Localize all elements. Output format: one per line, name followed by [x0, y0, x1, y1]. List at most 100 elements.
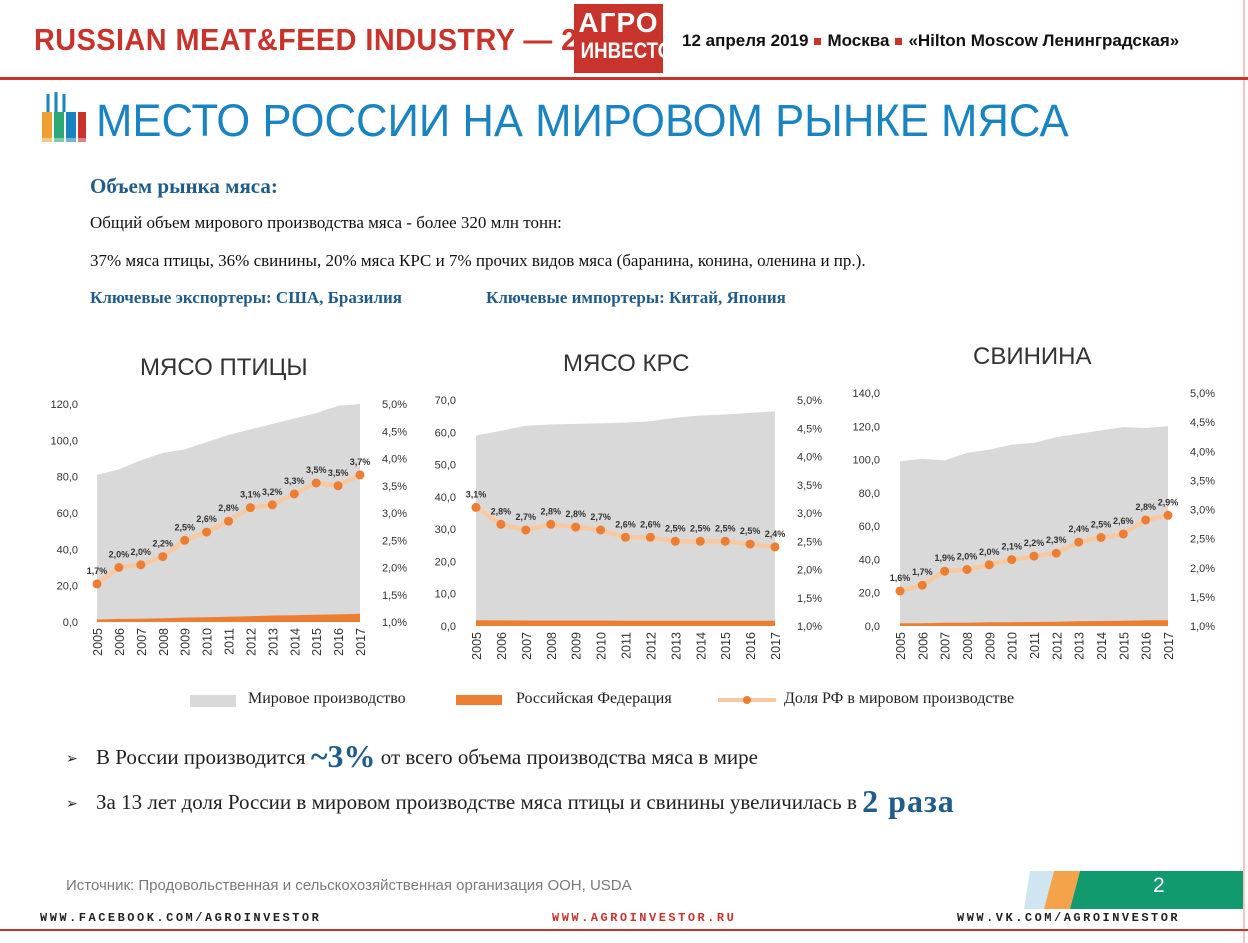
world-production-area — [97, 404, 360, 622]
side-decor-line — [1243, 0, 1245, 943]
x-axis-year-label: 2006 — [113, 628, 127, 656]
share-data-label: 2,6% — [640, 519, 661, 529]
left-axis-tick: 50,0 — [435, 460, 456, 472]
legend-russia-swatch — [456, 695, 502, 705]
x-axis-year-label: 2014 — [1095, 632, 1109, 660]
left-axis-tick: 40,0 — [57, 544, 78, 556]
russia-production-area — [476, 620, 775, 626]
footer-website-link[interactable]: WWW.AGROINVESTOR.RU — [552, 911, 737, 925]
x-axis-year-label: 2011 — [223, 628, 237, 655]
x-axis-year-label: 2013 — [266, 628, 280, 656]
event-title: RUSSIAN MEAT&FEED INDUSTRY — 2019 — [34, 22, 628, 57]
x-axis-year-label: 2007 — [135, 628, 149, 656]
x-axis-year-label: 2012 — [1050, 632, 1064, 660]
left-axis-tick: 0,0 — [865, 621, 880, 633]
share-data-label: 3,1% — [240, 490, 261, 500]
share-data-label: 1,7% — [912, 567, 933, 577]
x-axis-year-label: 2015 — [719, 632, 733, 660]
world-production-area — [476, 411, 775, 626]
bullet2-highlight: 2 раза — [862, 783, 955, 819]
header-divider — [0, 77, 1248, 80]
share-data-label: 2,0% — [957, 552, 978, 562]
event-venue: «Hilton Moscow Ленинградская» — [908, 31, 1180, 50]
share-data-label: 2,6% — [1113, 516, 1134, 526]
share-data-label: 2,8% — [565, 509, 586, 519]
left-axis-tick: 80,0 — [859, 488, 880, 500]
left-axis-tick: 60,0 — [859, 521, 880, 533]
x-axis-year-label: 2010 — [595, 632, 609, 660]
legend-russia-label: Российская Федерация — [516, 690, 672, 707]
share-data-label: 2,0% — [131, 547, 152, 557]
left-axis-tick: 120,0 — [50, 399, 78, 411]
page-title: МЕСТО РОССИИ НА МИРОВОМ РЫНКЕ МЯСА — [96, 95, 1069, 146]
share-data-label: 2,8% — [491, 506, 512, 516]
share-point — [745, 539, 755, 549]
share-data-label: 1,7% — [87, 566, 108, 576]
arrow-bullet-icon: ➢ — [66, 796, 78, 812]
right-axis-tick: 2,0% — [382, 563, 407, 575]
right-axis-tick: 4,5% — [1190, 417, 1215, 429]
share-data-label: 3,2% — [262, 487, 283, 497]
x-axis-year-label: 2006 — [495, 632, 509, 660]
share-data-label: 2,7% — [590, 512, 611, 522]
section-subheading: Объем рынка мяса: — [90, 174, 278, 198]
share-point — [224, 516, 233, 526]
share-data-label: 2,5% — [1091, 520, 1112, 530]
event-city: Москва — [827, 31, 890, 50]
right-axis-tick: 1,0% — [1190, 621, 1215, 633]
share-point — [695, 536, 705, 546]
x-axis-year-label: 2011 — [620, 632, 634, 659]
share-point — [245, 503, 255, 513]
share-data-label: 2,6% — [196, 514, 217, 524]
left-axis-tick: 60,0 — [435, 427, 456, 439]
right-axis-tick: 3,0% — [797, 508, 822, 520]
share-data-label: 2,1% — [1001, 542, 1022, 552]
x-axis-year-label: 2015 — [1117, 632, 1131, 660]
x-axis-year-label: 2016 — [744, 632, 758, 660]
share-data-label: 2,0% — [979, 547, 1000, 557]
x-axis-year-label: 2005 — [894, 632, 908, 660]
x-axis-year-label: 2013 — [1073, 632, 1087, 660]
chart-legend: Мировое производство Российская Федераци… — [190, 690, 1090, 712]
bullet-share: ➢ В России производится ~3% от всего объе… — [66, 738, 758, 775]
x-axis-year-label: 2008 — [961, 632, 975, 660]
footer-facebook-link[interactable]: WWW.FACEBOOK.COM/AGROINVESTOR — [40, 911, 322, 925]
legend-world-label: Мировое производство — [248, 690, 406, 707]
right-axis-tick: 1,0% — [797, 621, 822, 633]
share-point — [521, 525, 531, 535]
left-axis-tick: 100,0 — [852, 455, 880, 467]
share-data-label: 2,6% — [615, 519, 636, 529]
share-point — [546, 519, 556, 529]
right-axis-tick: 5,0% — [382, 399, 407, 411]
share-data-label: 2,8% — [1135, 502, 1156, 512]
right-axis-tick: 2,5% — [797, 536, 822, 548]
x-axis-year-label: 2006 — [916, 632, 930, 660]
share-point — [471, 502, 481, 512]
russia-production-area — [900, 620, 1168, 626]
key-exporters: Ключевые экспортеры: США, Бразилия — [90, 288, 402, 307]
x-axis-year-label: 2017 — [769, 632, 783, 660]
intro-line-total: Общий объем мирового производства мяса -… — [90, 213, 562, 232]
share-point — [355, 470, 365, 480]
x-axis-year-label: 2012 — [244, 628, 258, 656]
share-point — [1007, 555, 1017, 565]
footer-vk-link[interactable]: WWW.VK.COM/AGROINVESTOR — [957, 911, 1181, 925]
right-axis-tick: 5,0% — [1190, 388, 1215, 400]
left-axis-tick: 30,0 — [435, 524, 456, 536]
left-axis-tick: 10,0 — [435, 589, 456, 601]
chart-title-poultry: МЯСО ПТИЦЫ — [140, 354, 308, 381]
bullet1-highlight: ~3% — [310, 738, 376, 774]
share-data-label: 2,5% — [690, 523, 711, 533]
share-data-label: 1,9% — [934, 553, 955, 563]
right-axis-tick: 3,5% — [797, 480, 822, 492]
x-axis-year-label: 2008 — [545, 632, 559, 660]
share-data-label: 2,8% — [541, 506, 562, 516]
agro-emblem-icon — [42, 92, 86, 144]
right-axis-tick: 2,0% — [797, 565, 822, 577]
world-production-area — [900, 426, 1168, 626]
x-axis-year-label: 2009 — [983, 632, 997, 660]
share-point — [1096, 533, 1106, 542]
share-data-label: 2,8% — [218, 503, 239, 513]
